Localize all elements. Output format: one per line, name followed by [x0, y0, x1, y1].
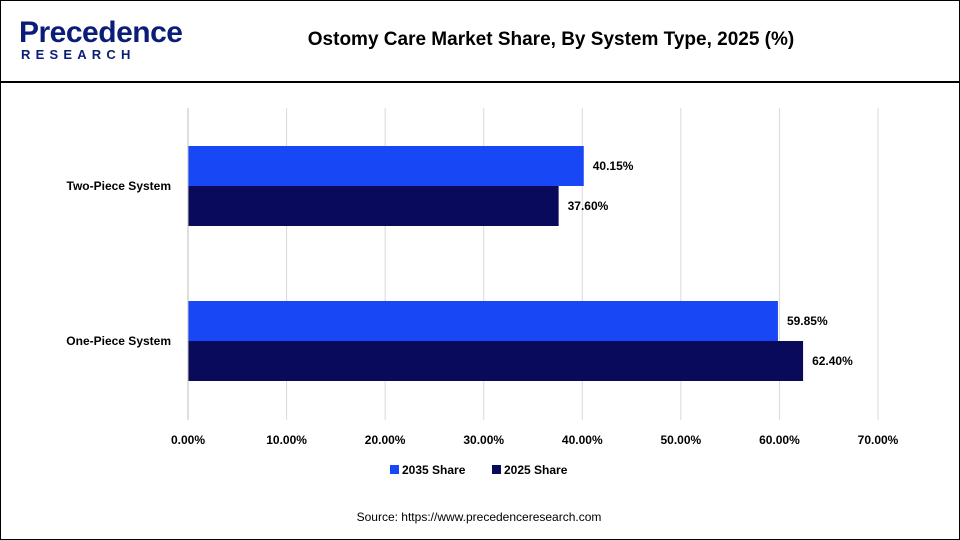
- data-label: 37.60%: [568, 199, 609, 213]
- source-note: Source: https://www.precedenceresearch.c…: [356, 510, 602, 524]
- category-label: Two-Piece System: [67, 179, 171, 193]
- data-label: 59.85%: [787, 314, 828, 328]
- legend-label: 2025 Share: [504, 463, 568, 477]
- bar-2035: [188, 301, 778, 341]
- legend-swatch: [390, 465, 399, 474]
- bar-2025: [188, 341, 804, 381]
- x-tick-label: 30.00%: [463, 433, 504, 447]
- bar-2025: [188, 186, 559, 226]
- category-label: One-Piece System: [66, 334, 171, 348]
- chart-title: Ostomy Care Market Share, By System Type…: [307, 29, 795, 50]
- x-tick-label: 10.00%: [266, 433, 307, 447]
- x-tick-label: 40.00%: [562, 433, 603, 447]
- x-tick-label: 50.00%: [661, 433, 702, 447]
- data-label: 62.40%: [812, 354, 853, 368]
- x-tick-label: 20.00%: [365, 433, 406, 447]
- logo-subtitle: RESEARCH: [21, 47, 136, 62]
- logo-wordmark: Precedence: [19, 16, 183, 49]
- legend-swatch: [492, 465, 501, 474]
- x-tick-label: 70.00%: [858, 433, 899, 447]
- legend-label: 2035 Share: [402, 463, 466, 477]
- logo: Precedence RESEARCH: [19, 17, 183, 67]
- x-tick-label: 60.00%: [759, 433, 800, 447]
- x-tick-label: 0.00%: [171, 433, 205, 447]
- data-label: 40.15%: [593, 159, 634, 173]
- header: Precedence RESEARCH Ostomy Care Market S…: [1, 1, 959, 83]
- bar-2035: [188, 146, 584, 186]
